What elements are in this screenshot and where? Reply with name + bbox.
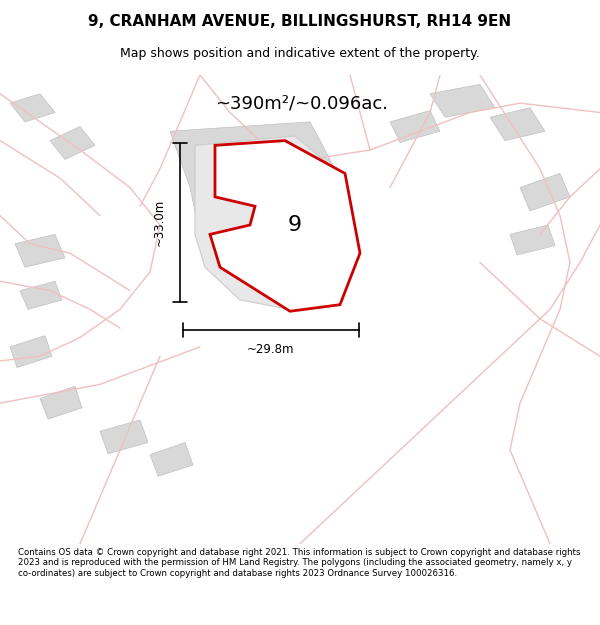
Polygon shape <box>10 336 52 367</box>
Text: Contains OS data © Crown copyright and database right 2021. This information is : Contains OS data © Crown copyright and d… <box>18 548 581 578</box>
Polygon shape <box>10 94 55 122</box>
Text: 9: 9 <box>288 215 302 235</box>
Polygon shape <box>390 111 440 142</box>
Polygon shape <box>100 420 148 454</box>
Polygon shape <box>50 126 95 159</box>
Polygon shape <box>520 173 570 211</box>
Polygon shape <box>170 122 340 272</box>
Text: ~33.0m: ~33.0m <box>153 199 166 246</box>
Polygon shape <box>40 386 82 419</box>
Polygon shape <box>430 84 495 118</box>
Polygon shape <box>195 136 360 309</box>
Text: ~29.8m: ~29.8m <box>247 343 295 356</box>
Polygon shape <box>15 234 65 268</box>
Polygon shape <box>490 107 545 141</box>
Polygon shape <box>510 225 555 255</box>
Polygon shape <box>20 281 62 309</box>
Text: Map shows position and indicative extent of the property.: Map shows position and indicative extent… <box>120 48 480 61</box>
Polygon shape <box>210 141 360 311</box>
Polygon shape <box>150 442 193 476</box>
Text: ~390m²/~0.096ac.: ~390m²/~0.096ac. <box>215 94 388 112</box>
Text: 9, CRANHAM AVENUE, BILLINGSHURST, RH14 9EN: 9, CRANHAM AVENUE, BILLINGSHURST, RH14 9… <box>88 14 512 29</box>
